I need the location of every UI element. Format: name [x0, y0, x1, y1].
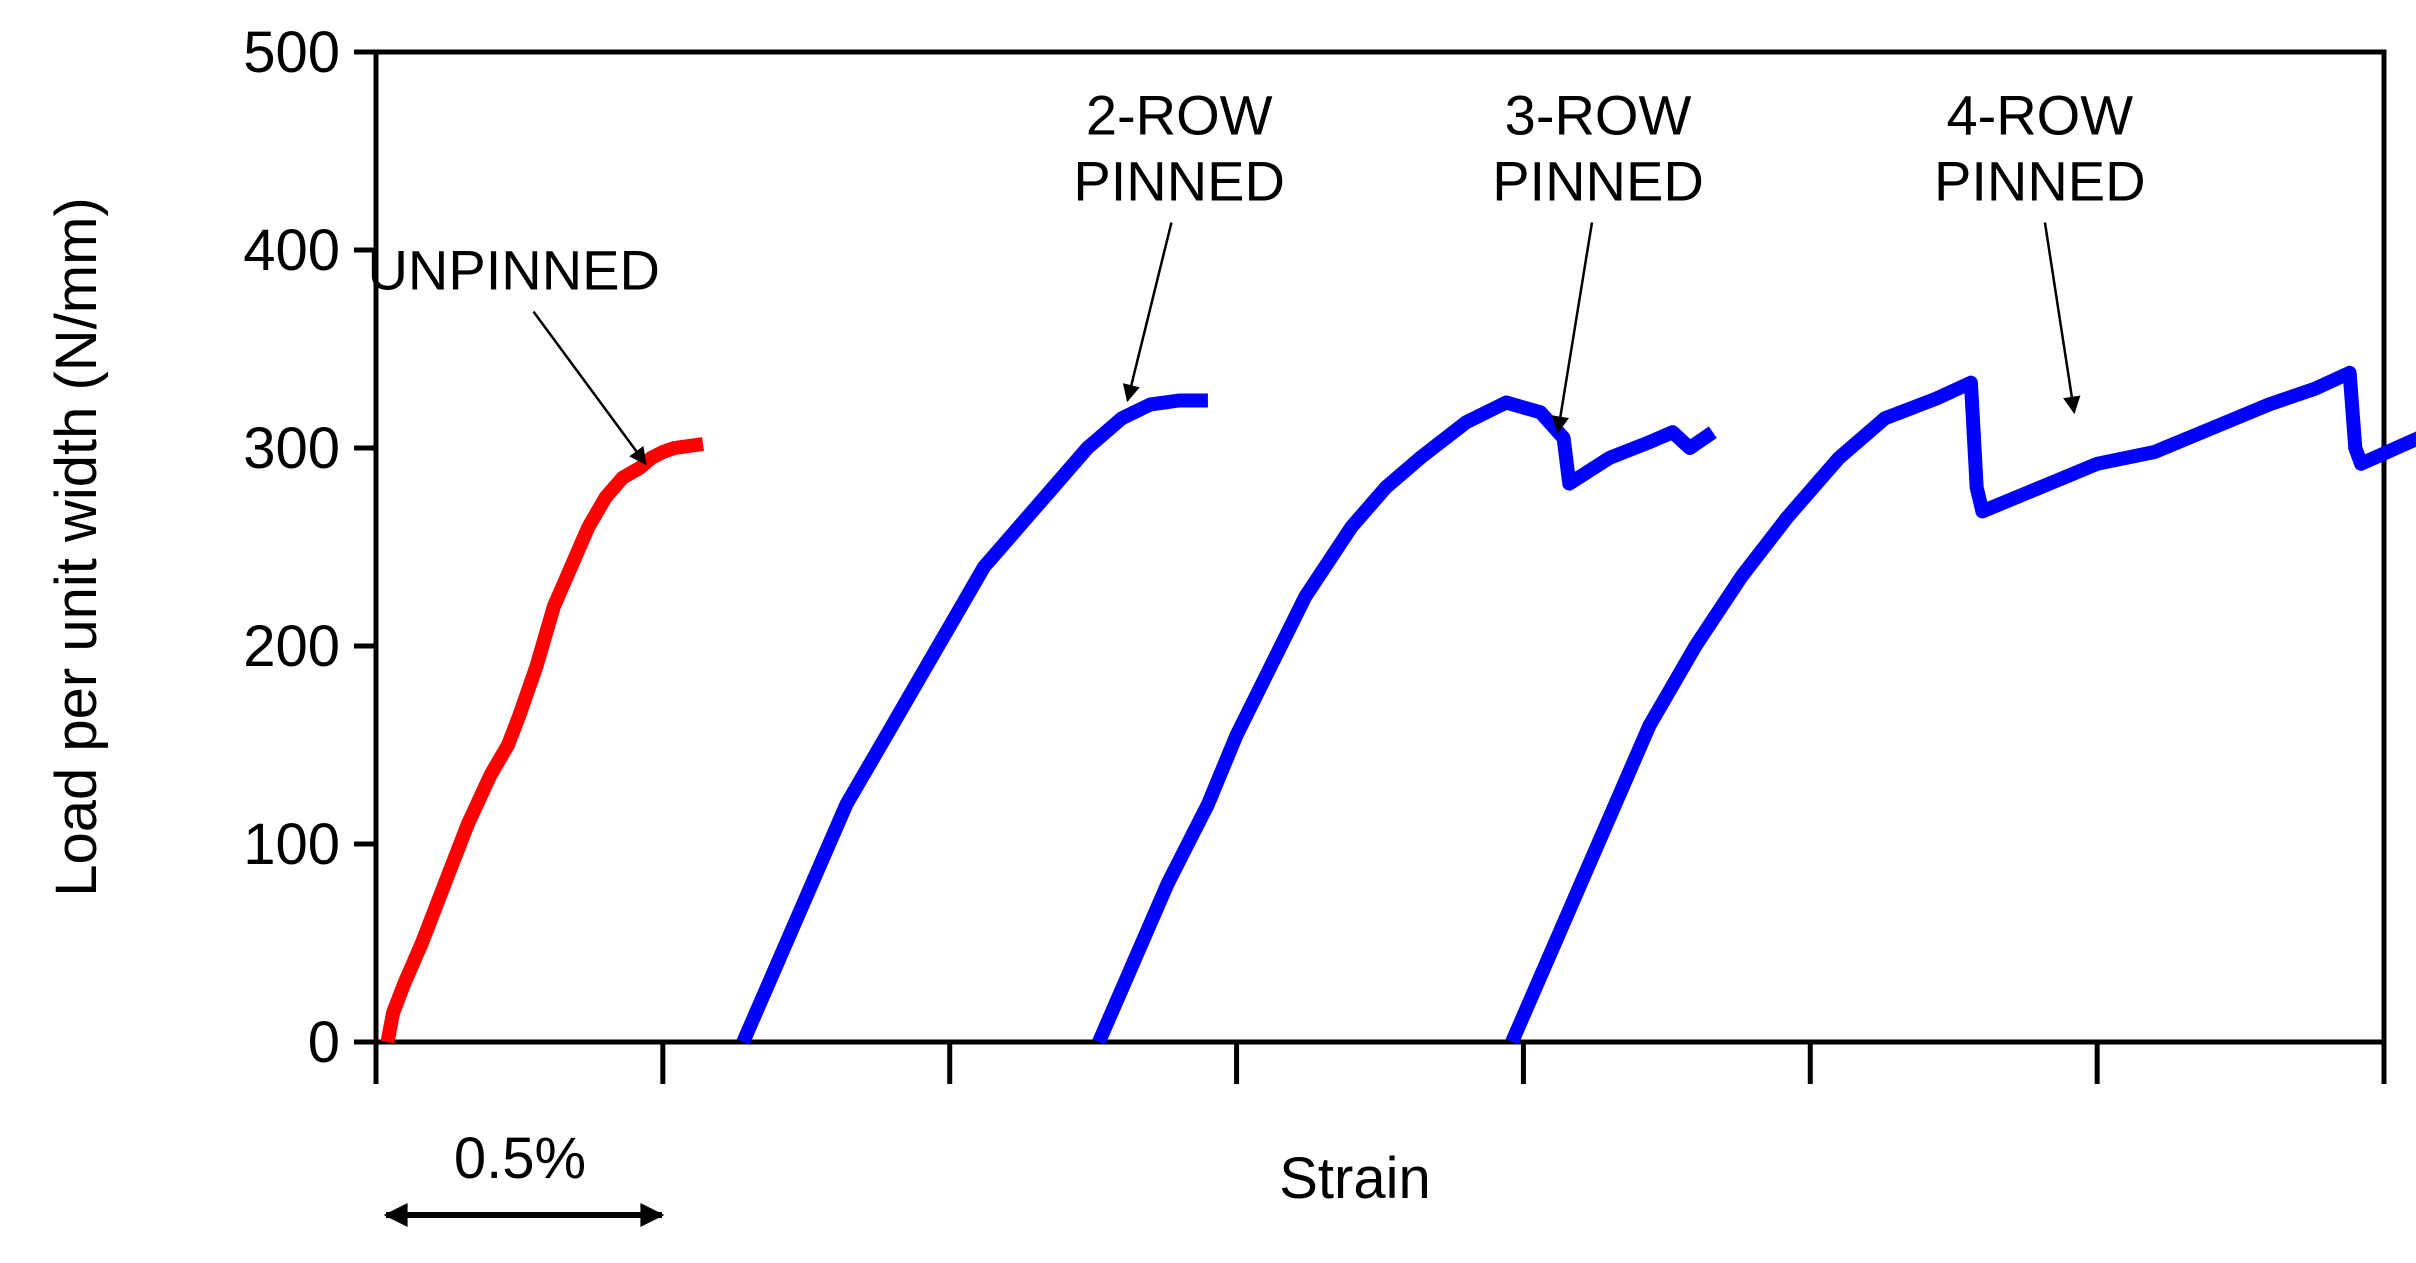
- plot-frame: [373, 49, 2387, 1045]
- scale-bar-label: 0.5%: [454, 1126, 586, 1191]
- y-tick-label: 200: [243, 614, 340, 679]
- y-tick-label: 300: [243, 416, 340, 481]
- series-line-2-row-pinned: [736, 393, 1208, 1045]
- y-tick-label: 400: [243, 218, 340, 283]
- annotation-label: PINNED: [1934, 150, 2146, 213]
- series-line-4-row-pinned: [1505, 365, 2416, 1045]
- y-axis-ticks: 0 100 200 300 400 500: [243, 20, 376, 1075]
- y-axis-title: Load per unit width (N/mm): [44, 197, 109, 896]
- x-axis-title: Strain: [1279, 1146, 1431, 1211]
- annotation-label: PINNED: [1073, 150, 1285, 213]
- annotation-label: 3-ROW: [1505, 84, 1692, 147]
- annotation-label: 2-ROW: [1086, 84, 1273, 147]
- series-layer: [380, 365, 2416, 1045]
- annotation-label: 4-ROW: [1946, 84, 2133, 147]
- series-line-3-row-pinned: [1092, 395, 1717, 1045]
- annotation-unpinned: UNPINNED: [367, 239, 660, 466]
- annotation-label: UNPINNED: [367, 239, 659, 302]
- strain-scale-bar: 0.5%: [383, 1126, 665, 1227]
- x-axis-ticks: [373, 1042, 2387, 1084]
- annotation-layer: UNPINNED2-ROWPINNED3-ROWPINNED4-ROWPINNE…: [367, 84, 2146, 466]
- annotation-arrow: [532, 310, 647, 466]
- annotation-arrow: [1122, 222, 1173, 403]
- series-line-unpinned: [380, 437, 704, 1044]
- y-tick-label: 0: [308, 1010, 340, 1075]
- annotation-arrow: [1551, 222, 1594, 434]
- annotation-label: PINNED: [1492, 150, 1704, 213]
- annotation-arrow: [2043, 222, 2081, 415]
- y-tick-label: 100: [243, 812, 340, 877]
- y-tick-label: 500: [243, 20, 340, 85]
